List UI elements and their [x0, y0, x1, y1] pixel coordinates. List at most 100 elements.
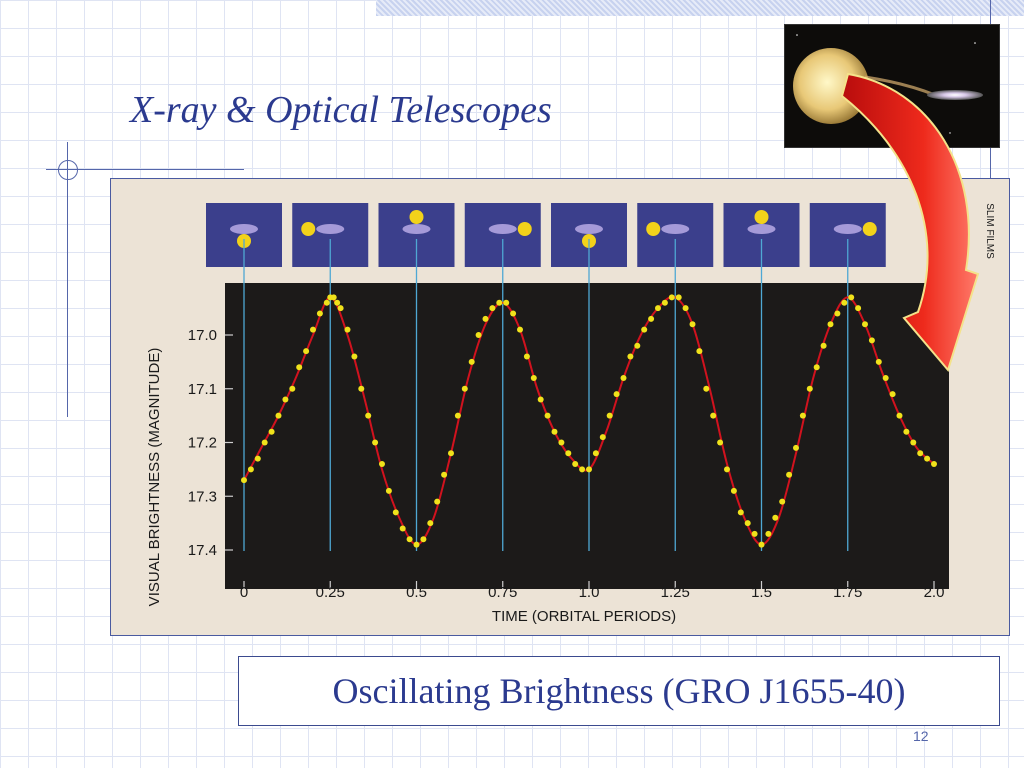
- data-point: [530, 375, 537, 381]
- y-tick-label: 17.4: [188, 542, 217, 559]
- accretion-disk-mini: [833, 224, 862, 234]
- data-point: [468, 358, 475, 365]
- data-point: [482, 315, 489, 322]
- y-axis-label: VISUAL BRIGHTNESS (MAGNITUDE): [146, 348, 163, 607]
- x-tick-label: 1.5: [751, 584, 772, 601]
- data-point: [675, 294, 682, 301]
- y-tick-label: 17.1: [188, 381, 217, 398]
- y-tick-label: 17.2: [188, 435, 217, 452]
- data-point: [434, 498, 441, 505]
- data-point: [392, 509, 399, 516]
- data-point: [634, 342, 641, 349]
- data-point: [413, 541, 420, 548]
- data-point: [558, 439, 565, 446]
- orbit-panel: [551, 203, 627, 267]
- data-point: [241, 477, 247, 484]
- data-point: [406, 536, 413, 543]
- data-point: [717, 439, 724, 446]
- data-point: [599, 434, 606, 441]
- data-point: [275, 412, 282, 419]
- top-decorative-bar: [376, 0, 1024, 16]
- data-point: [261, 439, 268, 446]
- data-point: [779, 498, 786, 505]
- data-point: [765, 530, 772, 537]
- data-point: [379, 461, 385, 467]
- star-mini: [646, 222, 661, 236]
- data-point: [310, 326, 316, 333]
- x-tick-label: 0.5: [406, 584, 427, 601]
- data-point: [855, 305, 862, 312]
- slide-number: 12: [913, 728, 929, 744]
- star-mini: [409, 210, 424, 224]
- accretion-disk-mini: [661, 224, 690, 234]
- data-point: [627, 353, 634, 360]
- data-point: [344, 326, 351, 333]
- data-point: [758, 541, 765, 548]
- figure-canvas: 17.0 17.1 17.2 17.3 17.4 0 0.25 0.5 0.75 1.0 1.25…: [146, 203, 995, 625]
- data-point: [282, 396, 289, 403]
- orbit-panel: [378, 203, 455, 267]
- data-point: [841, 299, 848, 306]
- data-point: [358, 385, 365, 392]
- accretion-disk-mini: [402, 224, 431, 234]
- data-point: [365, 412, 372, 419]
- data-point: [696, 348, 703, 355]
- data-point: [793, 444, 799, 451]
- data-point: [247, 466, 254, 473]
- x-tick-label: 2.0: [924, 584, 945, 601]
- data-point: [931, 461, 937, 467]
- star-mini: [517, 222, 532, 236]
- data-point: [903, 428, 910, 435]
- data-point: [820, 342, 827, 349]
- data-point: [489, 305, 496, 312]
- data-point: [385, 487, 392, 494]
- y-tick-label: 17.3: [188, 488, 217, 505]
- data-point: [744, 520, 751, 527]
- data-point: [620, 375, 627, 381]
- decorative-vertical-line: [67, 142, 68, 417]
- data-point: [303, 348, 310, 355]
- data-point: [427, 520, 434, 527]
- data-point: [544, 412, 551, 419]
- data-point: [337, 305, 344, 312]
- data-point: [710, 412, 717, 419]
- data-point: [668, 294, 675, 301]
- x-tick-label: 1.75: [833, 584, 862, 601]
- data-point: [551, 428, 558, 435]
- x-tick-label: 0: [240, 584, 248, 601]
- slide-title: X-ray & Optical Telescopes: [130, 89, 552, 131]
- data-point: [689, 321, 696, 328]
- accretion-disk-mini: [230, 224, 258, 234]
- data-point: [351, 353, 358, 360]
- data-point: [848, 294, 855, 301]
- star-mini: [862, 222, 877, 236]
- y-tick-label: 17.0: [188, 327, 217, 344]
- data-point: [454, 412, 461, 419]
- data-point: [917, 450, 924, 457]
- x-tick-label: 0.75: [488, 584, 517, 601]
- data-point: [296, 364, 303, 371]
- data-point: [882, 375, 889, 381]
- data-point: [517, 326, 523, 333]
- data-point: [868, 337, 875, 344]
- data-point: [475, 332, 482, 338]
- data-point: [323, 299, 330, 306]
- x-axis-label: TIME (ORBITAL PERIODS): [492, 608, 676, 625]
- data-point: [572, 461, 579, 467]
- data-point: [730, 487, 737, 494]
- data-point: [334, 299, 341, 306]
- light-curve-figure: 17.0 17.1 17.2 17.3 17.4 0 0.25 0.5 0.75 1.0 1.25…: [110, 178, 1010, 636]
- data-point: [316, 310, 323, 317]
- data-point: [503, 299, 510, 306]
- companion-star: [793, 48, 869, 124]
- caption-box: Oscillating Brightness (GRO J1655-40): [238, 656, 1000, 726]
- data-point: [592, 450, 599, 457]
- data-point: [834, 310, 841, 317]
- decorative-circle: [58, 160, 78, 180]
- data-point: [496, 299, 503, 306]
- data-point: [289, 385, 296, 392]
- accretion-disk-mini: [575, 224, 603, 234]
- y-axis-ticks: 17.0 17.1 17.2 17.3 17.4: [188, 327, 233, 559]
- data-point: [268, 428, 275, 435]
- data-point: [875, 358, 882, 365]
